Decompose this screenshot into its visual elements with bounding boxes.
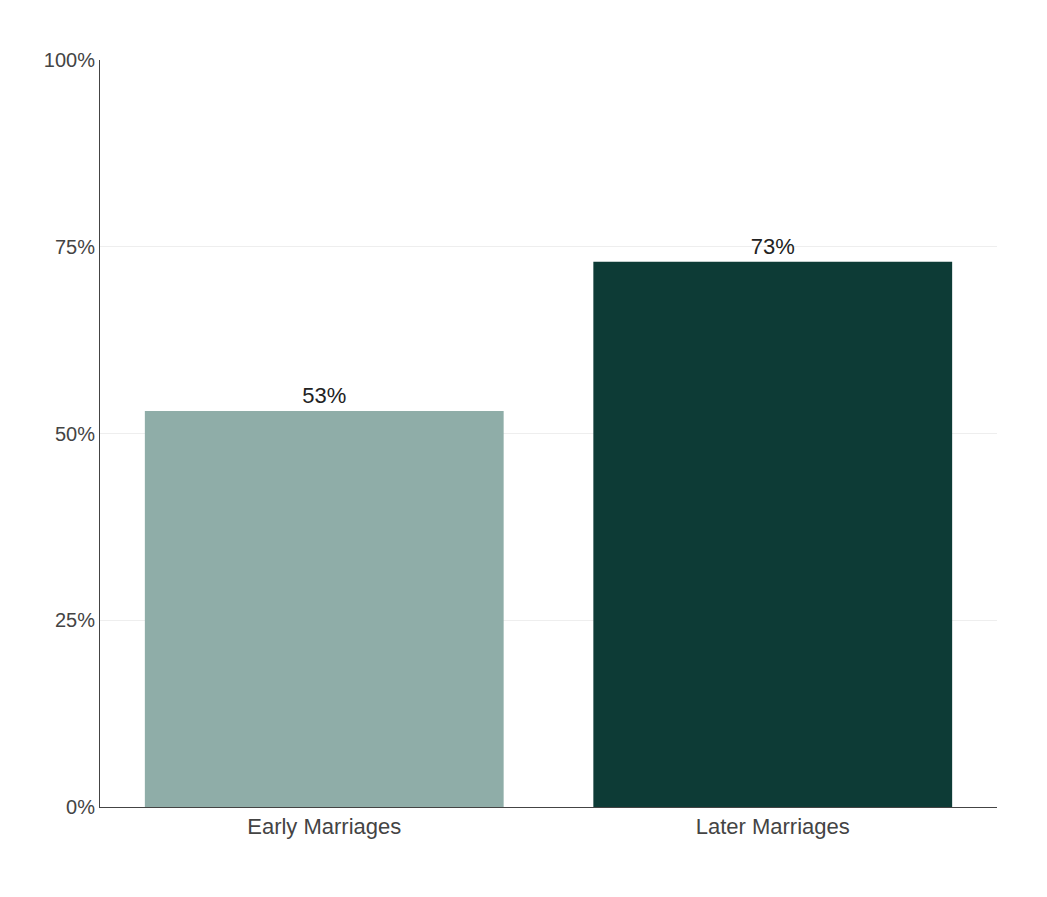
svg-text:0%: 0% — [66, 796, 95, 818]
svg-text:Later Marriages: Later Marriages — [696, 814, 850, 839]
svg-text:53%: 53% — [302, 383, 346, 408]
svg-text:25%: 25% — [55, 609, 95, 631]
svg-text:Early Marriages: Early Marriages — [247, 814, 401, 839]
svg-text:100%: 100% — [44, 49, 95, 71]
svg-text:75%: 75% — [55, 236, 95, 258]
svg-text:50%: 50% — [55, 423, 95, 445]
svg-text:73%: 73% — [751, 234, 795, 259]
